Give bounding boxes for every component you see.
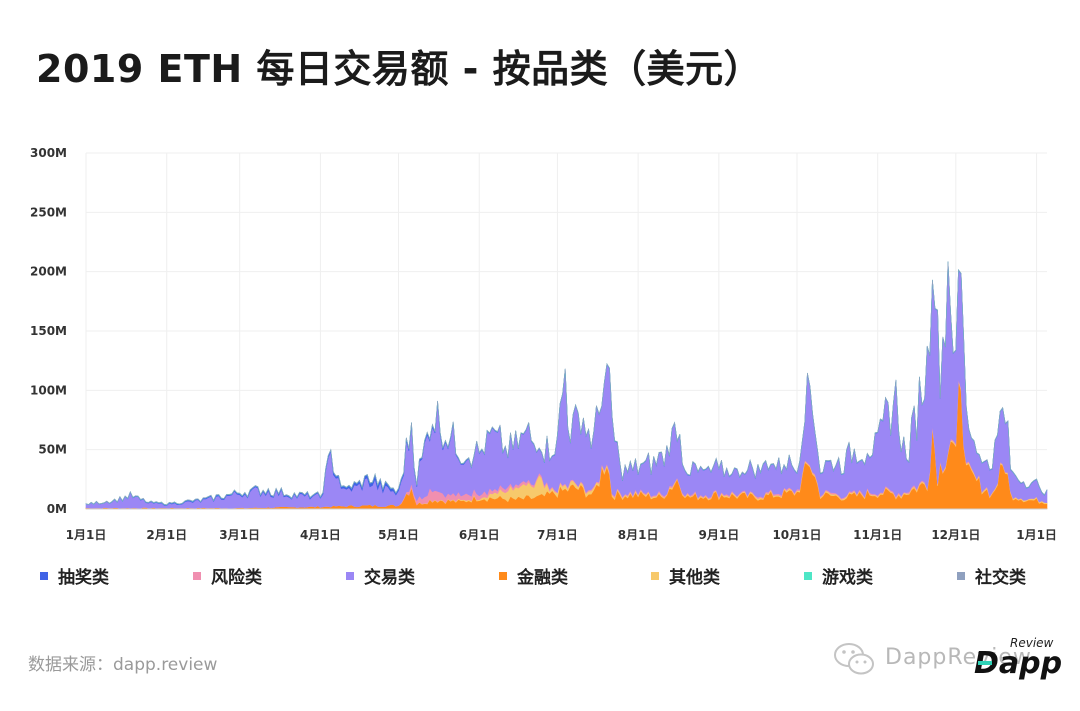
legend-item-3[interactable]: 金融类 [499,563,568,588]
x-tick-label: 10月1日 [772,528,821,542]
legend-label: 游戏类 [822,568,873,588]
legend-swatch [193,571,201,580]
legend-item-1[interactable]: 风险类 [193,563,262,588]
chart-legend: 抽奖类 风险类 交易类 金融类 其他类 游戏类 社交类 [0,563,1080,593]
x-tick-label: 9月1日 [699,528,740,542]
legend-swatch [346,571,354,580]
legend-label: 社交类 [975,568,1026,588]
x-tick-label: 7月1日 [537,528,578,542]
legend-item-6[interactable]: 社交类 [957,563,1026,588]
x-tick-label: 5月1日 [378,528,419,542]
y-tick-label: 50M [38,443,67,457]
x-tick-label: 4月1日 [300,528,341,542]
series-area-6 [85,261,1048,506]
y-tick-label: 150M [30,324,67,338]
data-source-note: 数据来源：dapp.review [28,655,218,675]
y-tick-label: 0M [47,502,67,516]
y-tick-label: 250M [30,205,67,219]
legend-swatch [499,571,507,580]
legend-label: 抽奖类 [58,568,109,588]
chart-title: 2019 ETH 每日交易额 - 按品类（美元） [36,47,763,91]
legend-swatch [651,571,659,580]
legend-item-5[interactable]: 游戏类 [804,563,873,588]
logo-accent-bar [978,661,992,665]
chart-area: 1月1日 2月1日 3月1日 4月1日 5月1日 6月1日 7月1日 8月1日 9月1日 10月1… [30,146,1057,542]
legend-item-2[interactable]: 交易类 [346,563,415,588]
dappreview-logo: Review Dapp [974,636,1062,686]
legend-label: 交易类 [364,568,415,588]
y-tick-label: 200M [30,265,67,279]
legend-swatch [957,571,965,580]
legend-swatch [804,571,812,580]
x-tick-label: 1月1日 [66,528,107,542]
wechat-icon [834,643,874,675]
x-tick-label: 8月1日 [618,528,659,542]
legend-item-0[interactable]: 抽奖类 [40,563,109,588]
y-tick-label: 100M [30,383,67,397]
x-tick-label: 12月1日 [931,528,980,542]
legend-label: 风险类 [211,568,262,588]
x-tick-label: 2月1日 [146,528,187,542]
series-area-3 [85,261,1048,509]
legend-item-4[interactable]: 其他类 [651,563,720,588]
x-tick-label: 6月1日 [459,528,500,542]
x-tick-label: 11月1日 [853,528,902,542]
x-tick-label: 3月1日 [219,528,260,542]
legend-label: 金融类 [517,568,568,588]
logo-review-text: Review [1010,636,1054,650]
watermark-text: DappReview [885,645,1032,670]
x-tick-label: 1月1日 [1016,528,1057,542]
legend-label: 其他类 [669,568,720,588]
legend-swatch [40,571,48,580]
y-tick-label: 300M [30,146,67,160]
